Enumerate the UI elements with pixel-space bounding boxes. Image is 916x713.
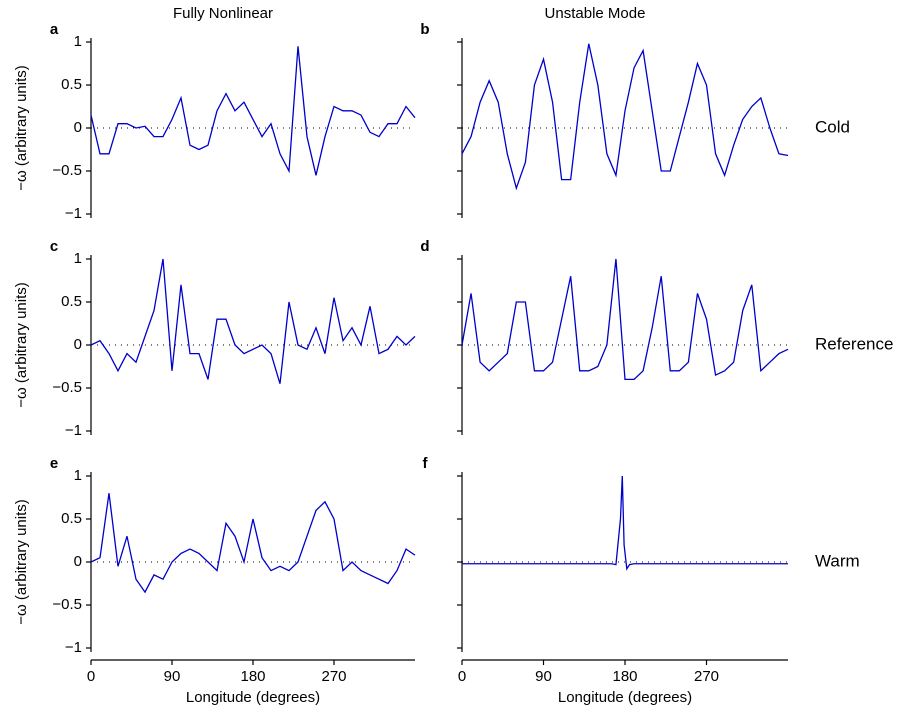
x-tick-label: 90	[164, 668, 181, 685]
data-line	[461, 43, 789, 191]
y-tick-label: −0.5	[52, 596, 82, 613]
panel-letter: e	[50, 455, 58, 472]
y-tick-label: 0	[74, 553, 82, 570]
y-tick-label: −1	[65, 639, 82, 656]
y-axis-label: −ω (arbitrary units)	[13, 65, 30, 191]
panel-letter: d	[420, 238, 429, 255]
panel-letter: f	[423, 455, 429, 472]
data-line	[90, 258, 416, 384]
x-tick-label: 180	[240, 668, 265, 685]
x-tick-label: 270	[321, 668, 346, 685]
data-line	[90, 46, 416, 176]
x-axis-label: Longitude (degrees)	[186, 689, 320, 706]
y-tick-label: −1	[65, 422, 82, 439]
y-tick-label: 1	[74, 33, 82, 50]
row-label: Cold	[815, 117, 850, 136]
panel-letter: c	[50, 238, 58, 255]
row-label: Warm	[815, 551, 860, 570]
y-tick-label: 0	[74, 119, 82, 136]
x-tick-label: 0	[458, 668, 466, 685]
column-title: Fully Nonlinear	[173, 5, 273, 22]
y-axis-label: −ω (arbitrary units)	[13, 499, 30, 625]
y-tick-label: −0.5	[52, 162, 82, 179]
x-tick-label: 180	[612, 668, 637, 685]
y-tick-label: 0.5	[61, 510, 82, 527]
data-line	[90, 493, 416, 594]
y-tick-label: 0	[74, 336, 82, 353]
y-tick-label: −1	[65, 205, 82, 222]
row-label: Reference	[815, 334, 893, 353]
y-tick-label: 0.5	[61, 76, 82, 93]
x-tick-label: 90	[535, 668, 552, 685]
x-tick-label: 270	[694, 668, 719, 685]
panel-letter: a	[50, 21, 59, 38]
y-axis-label: −ω (arbitrary units)	[13, 282, 30, 408]
panel-letter: b	[420, 21, 429, 38]
y-tick-label: 1	[74, 250, 82, 267]
y-tick-label: 0.5	[61, 293, 82, 310]
y-tick-label: −0.5	[52, 379, 82, 396]
column-title: Unstable Mode	[545, 5, 646, 22]
x-tick-label: 0	[87, 668, 95, 685]
y-tick-label: 1	[74, 467, 82, 484]
data-line	[462, 475, 788, 571]
data-line	[461, 258, 789, 381]
x-axis-label: Longitude (degrees)	[558, 689, 692, 706]
